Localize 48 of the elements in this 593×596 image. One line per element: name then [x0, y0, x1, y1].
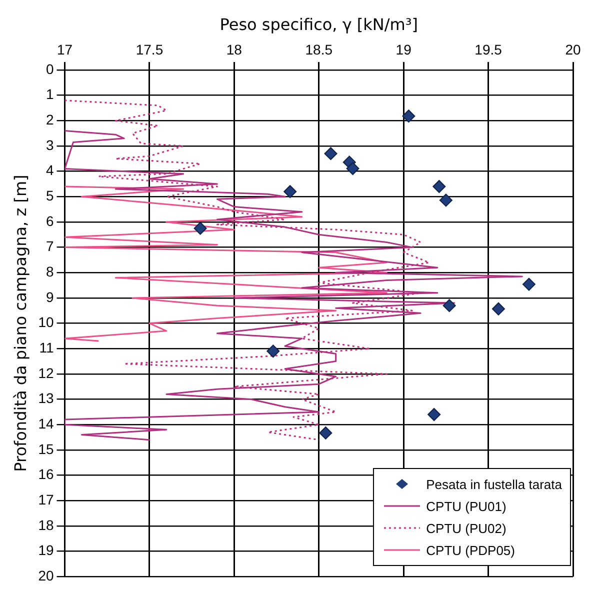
- x-tick-label: 19.5: [474, 41, 502, 58]
- y-tick-label: 9: [46, 288, 54, 305]
- point: [324, 147, 338, 160]
- y-tick-label: 18: [38, 516, 54, 533]
- point: [402, 110, 416, 123]
- y-tick-label: 2: [46, 112, 54, 128]
- y-axis-title: Profondità da piano campagna, z [m]: [10, 174, 30, 472]
- point: [194, 222, 207, 235]
- point: [266, 344, 280, 358]
- point: [346, 162, 360, 176]
- y-tick-label: 6: [46, 212, 54, 229]
- y-tick-label: 15: [38, 440, 54, 457]
- x-tick-label: 18.5: [305, 41, 333, 58]
- y-tick-label: 7: [46, 238, 54, 254]
- point: [522, 278, 536, 291]
- y-tick-label: 16: [38, 466, 54, 482]
- point: [492, 302, 505, 316]
- point: [439, 194, 452, 207]
- y-tick-label: 0: [46, 60, 54, 77]
- point: [432, 180, 446, 194]
- y-tick-label: 17: [38, 491, 54, 508]
- x-tick-label: 17.5: [136, 41, 164, 58]
- y-tick-label: 20: [38, 567, 54, 584]
- legend-label: Pesata in fustella tarata: [426, 476, 562, 492]
- y-tick-label: 8: [46, 264, 54, 280]
- y-tick-label: 12: [38, 364, 54, 381]
- line-series: [64, 100, 430, 441]
- x-tick-label: 19: [396, 41, 412, 58]
- y-tick-label: 11: [39, 339, 54, 356]
- point: [319, 426, 332, 440]
- legend-label: CPTU (PDP05): [426, 542, 515, 558]
- legend-label: CPTU (PU02): [426, 520, 506, 536]
- y-tick-label: 3: [46, 136, 54, 153]
- y-tick-label: 13: [38, 390, 54, 406]
- y-tick-label: 1: [46, 86, 54, 102]
- point: [442, 299, 456, 312]
- x-tick-label: 20: [565, 41, 581, 58]
- y-tick-label: 14: [38, 415, 54, 432]
- y-tick-label: 10: [38, 314, 54, 330]
- y-tick-label: 5: [46, 188, 54, 204]
- y-tick-label: 19: [38, 542, 54, 558]
- x-tick-label: 17: [56, 41, 73, 58]
- y-tick-label: 4: [46, 162, 54, 178]
- legend-label: CPTU (PU01): [426, 498, 506, 514]
- x-axis-title: Peso specifico, γ [kN/m³]: [220, 14, 418, 34]
- point: [284, 185, 297, 198]
- x-tick-label: 18: [226, 41, 242, 58]
- point: [428, 408, 441, 421]
